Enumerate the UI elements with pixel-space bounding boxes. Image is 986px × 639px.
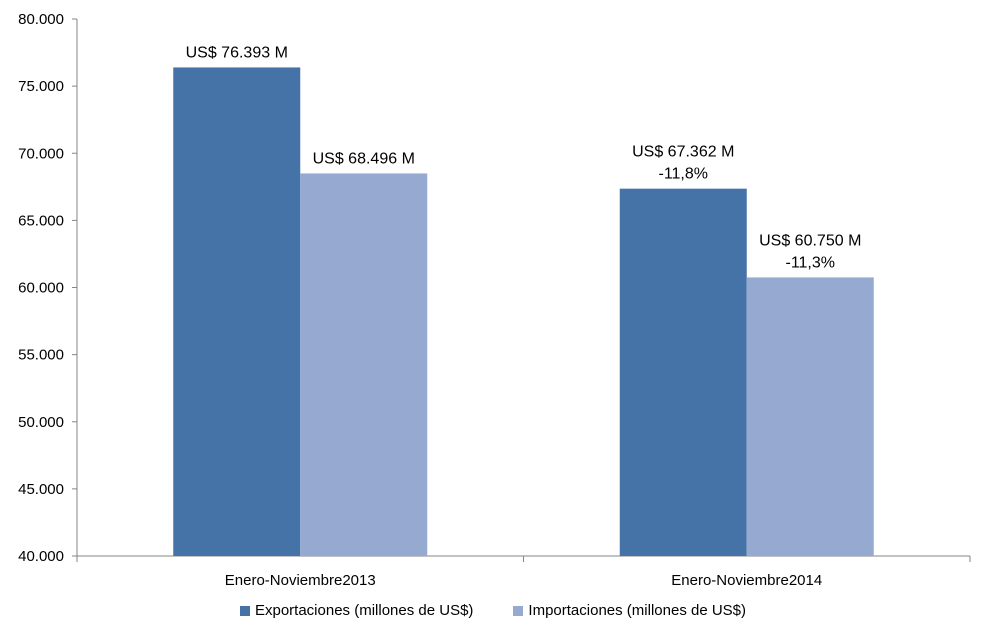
x-category-label: Enero-Noviembre2014 <box>671 572 822 589</box>
y-tick-label: 70.000 <box>18 145 64 162</box>
bar-chart: 40.000 45.000 50.000 55.000 60.000 65.000 70.0… <box>18 11 971 589</box>
legend: Exportaciones (millones de US$) Importac… <box>0 602 986 619</box>
bar-importaciones <box>746 277 874 556</box>
data-label: US$ 60.750 M <box>759 232 861 249</box>
data-label: -11,8% <box>658 166 708 183</box>
y-tick-label: 65.000 <box>18 212 64 229</box>
data-label: US$ 67.362 M <box>632 144 734 161</box>
y-tick-label: 60.000 <box>18 280 64 297</box>
y-tick-label: 45.000 <box>18 481 64 498</box>
y-tick-label: 55.000 <box>18 347 64 364</box>
data-label: US$ 76.393 M <box>186 44 288 61</box>
y-tick-label: 40.000 <box>18 548 64 565</box>
legend-swatch-exportaciones <box>239 605 250 616</box>
legend-item-importaciones: Importaciones (millones de US$) <box>513 602 746 619</box>
x-category-label: Enero-Noviembre2013 <box>225 572 376 589</box>
legend-swatch-importaciones <box>513 605 524 616</box>
data-label: US$ 68.496 M <box>313 150 415 167</box>
y-tick-label: 75.000 <box>18 78 64 95</box>
y-tick-label: 80.000 <box>18 11 64 28</box>
bar-exportaciones <box>173 67 301 556</box>
legend-label-exportaciones: Exportaciones (millones de US$) <box>254 602 474 619</box>
y-tick-label: 50.000 <box>18 414 64 431</box>
bar-importaciones <box>300 173 428 556</box>
data-label: -11,3% <box>785 254 835 271</box>
bar-exportaciones <box>619 188 747 556</box>
legend-item-exportaciones: Exportaciones (millones de US$) <box>239 602 474 619</box>
legend-label-importaciones: Importaciones (millones de US$) <box>528 602 747 619</box>
